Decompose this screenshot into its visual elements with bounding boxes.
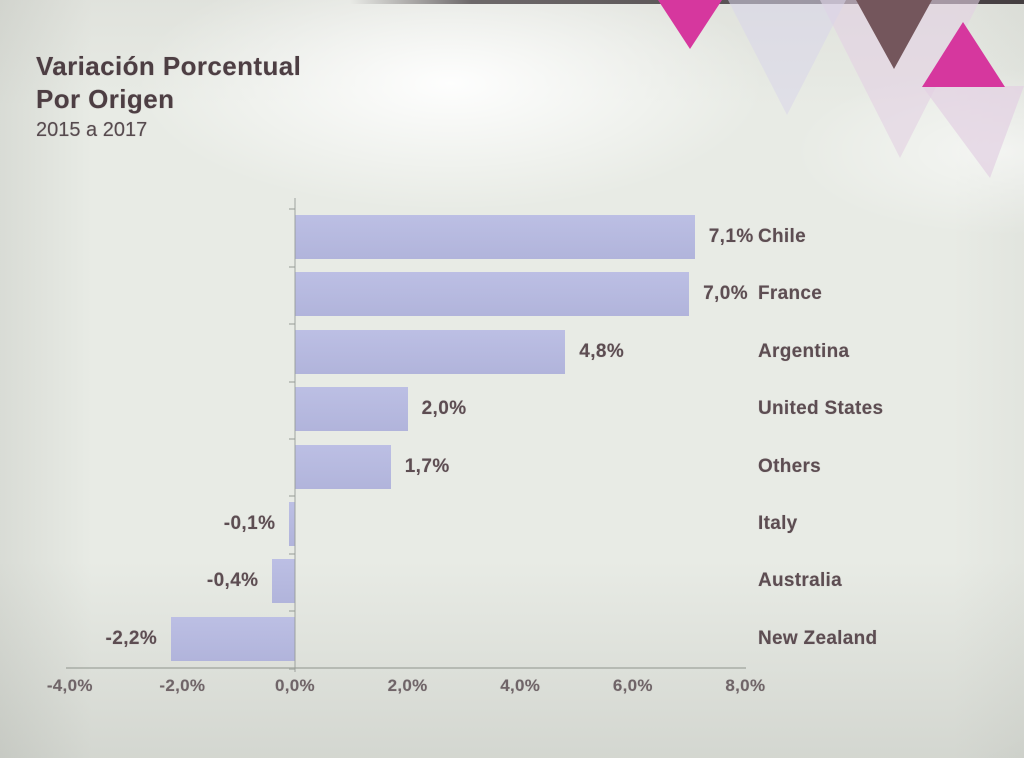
zero-axis-tick (289, 265, 295, 268)
category-label: New Zealand (758, 627, 878, 649)
zero-axis-tick (289, 495, 295, 498)
category-label: Italy (758, 513, 798, 534)
zero-axis-tick (289, 667, 295, 670)
x-tick-label: 2,0% (387, 676, 428, 695)
value-label: -2,2% (105, 627, 158, 649)
pale-pink-triangle-icon (820, 0, 980, 158)
x-tick-label: -2,0% (159, 676, 206, 695)
page-title-line2: Por Origen (36, 83, 175, 114)
zero-axis-tick (289, 380, 295, 383)
zero-axis-tick (289, 610, 295, 613)
title-block: Variación Porcentual Por Origen 2015 a 2… (36, 50, 301, 142)
decorative-triangles (658, 0, 1024, 178)
magenta-up-triangle-icon (922, 22, 1005, 87)
category-label: France (758, 283, 823, 305)
x-tick-label: 4,0% (500, 676, 541, 695)
category-label: Chile (758, 226, 806, 247)
x-tick-label: -4,0% (46, 676, 93, 695)
bar-others (295, 444, 391, 489)
bar-chile (295, 215, 695, 259)
category-label: Others (758, 455, 822, 477)
value-label: 7,0% (703, 283, 749, 305)
lavender-triangle-icon (728, 0, 846, 115)
bar-italy (289, 502, 295, 546)
value-label: 1,7% (404, 455, 450, 477)
bar-france (295, 272, 690, 317)
zero-axis-line (294, 198, 296, 672)
brown-triangle-icon (856, 0, 932, 69)
value-label: 4,8% (579, 340, 625, 362)
value-label: 7,1% (708, 226, 754, 247)
category-label: Argentina (758, 340, 850, 362)
magenta-down-triangle-icon (658, 0, 722, 49)
zero-axis-tick (289, 208, 295, 211)
category-label: United States (758, 398, 884, 420)
value-label: -0,1% (223, 513, 276, 534)
x-tick-label: 6,0% (612, 676, 653, 695)
bar-australia (272, 559, 295, 604)
page-title-line1: Variación Porcentual (36, 51, 302, 81)
zero-axis-tick (289, 437, 295, 440)
zero-axis-tick (289, 323, 295, 326)
x-axis-line (66, 667, 746, 669)
page-subtitle: 2015 a 2017 (36, 119, 148, 141)
bar-argentina (295, 329, 566, 374)
pale-pink-right-triangle-icon (922, 86, 1024, 178)
category-label: Australia (758, 570, 843, 592)
zero-axis-tick (289, 552, 295, 555)
bar-united-states (295, 387, 408, 432)
x-tick-label: 8,0% (725, 676, 766, 695)
bar-new-zealand (171, 616, 295, 661)
x-tick-label: 0,0% (275, 676, 315, 695)
value-label: -0,4% (206, 570, 259, 592)
value-label: 2,0% (421, 398, 467, 420)
